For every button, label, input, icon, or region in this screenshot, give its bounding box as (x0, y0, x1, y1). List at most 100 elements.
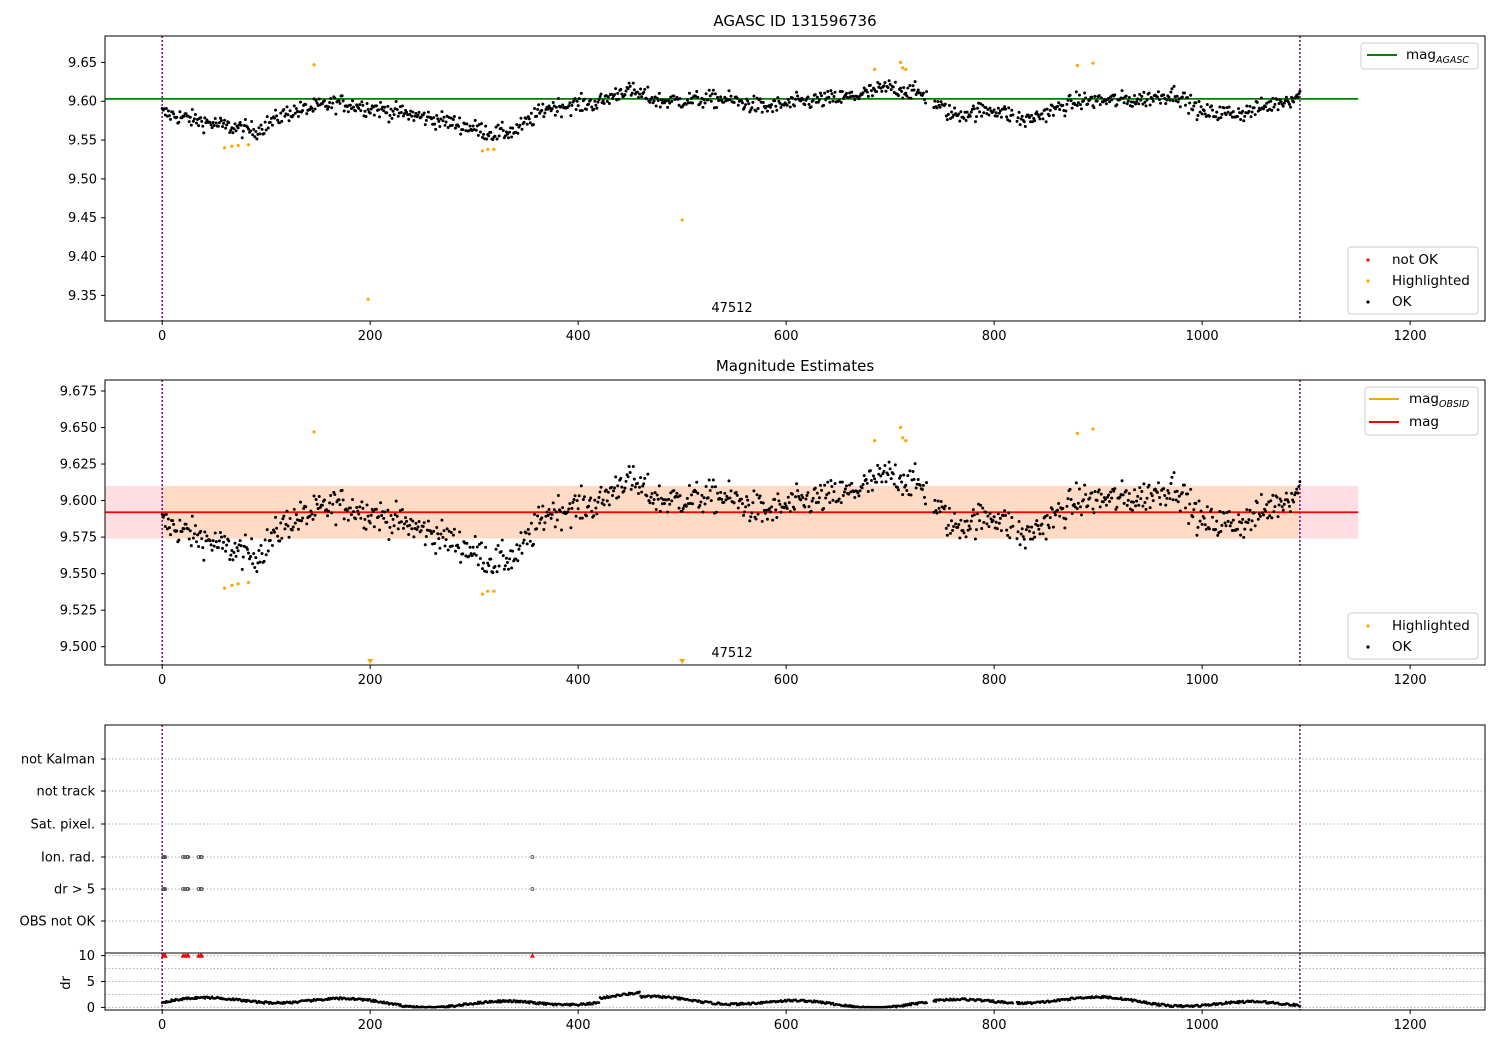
p1-ok-point (1026, 113, 1030, 117)
p2-ok-point (1029, 537, 1033, 541)
p1-ok-point (265, 115, 269, 119)
p2-ok-point (1229, 521, 1233, 525)
p2-ok-point (651, 501, 655, 505)
p2-ok-point (404, 516, 408, 520)
p1-ok-point (188, 115, 192, 119)
p1-ok-point (401, 114, 405, 118)
p2-ok-point (702, 496, 706, 500)
p2-ok-point (787, 501, 791, 505)
p2-ok-point (468, 545, 472, 549)
p2-xtick-label: 600 (774, 673, 799, 688)
dr-point (831, 1001, 835, 1005)
p2-ok-point (922, 495, 926, 499)
p2-ok-point (1192, 508, 1196, 512)
p2-ok-point (710, 485, 714, 489)
p1-ok-point (570, 103, 574, 107)
p1-ok-point (982, 111, 986, 115)
p2-ok-point (934, 509, 938, 513)
p2-ok-point (479, 541, 483, 545)
p1-ok-point (774, 104, 778, 108)
p2-ok-point (426, 519, 430, 523)
p2-ok-point (253, 566, 257, 570)
flag-row-label: not track (36, 785, 95, 800)
p1-ok-point (465, 122, 469, 126)
p2-ok-point (1080, 513, 1084, 517)
p2-ok-point (969, 519, 973, 523)
p1-ok-point (639, 87, 643, 91)
p1-ok-point (1022, 120, 1026, 124)
p2-ok-point (1195, 533, 1199, 537)
p2-ok-point (579, 484, 583, 488)
p1-ok-point (262, 132, 266, 136)
p1-ok-point (1237, 107, 1241, 111)
p1-ok-point (909, 96, 913, 100)
p2-xtick-label: 400 (566, 673, 591, 688)
p1-ok-point (1296, 95, 1300, 99)
p2-ok-point (352, 510, 356, 514)
p1-ok-point (1155, 95, 1159, 99)
p1-ok-point (191, 119, 195, 123)
p2-ok-point (777, 499, 781, 503)
p2-ok-point (1171, 498, 1175, 502)
p2-ok-point (1098, 505, 1102, 509)
p1-ok-point (193, 113, 197, 117)
p2-ok-point (501, 554, 505, 558)
p1-highlighted-point (901, 66, 905, 70)
p1-ok-point (1084, 96, 1088, 100)
p2-ok-point (935, 511, 939, 515)
p2-ok-point (1175, 489, 1179, 493)
p2-ok-point (648, 501, 652, 505)
p2-ok-point (437, 537, 441, 541)
p1-ok-point (883, 81, 887, 85)
p1-ok-point (1258, 108, 1262, 112)
p2-ok-point (765, 517, 769, 521)
p2-ok-point (169, 533, 173, 537)
p2-ok-point (1194, 501, 1198, 505)
p2-ok-point (574, 514, 578, 518)
p2-ok-point (796, 489, 800, 493)
p2-ok-point (662, 502, 666, 505)
p2-ok-point (895, 485, 899, 489)
p2-ok-point (1259, 492, 1263, 496)
p2-ok-point (806, 491, 810, 495)
p2-ok-point (1228, 524, 1232, 528)
p1-ok-point (828, 100, 832, 104)
p1-ok-point (1281, 104, 1285, 108)
p1-ok-point (1056, 104, 1060, 108)
p2-ok-point (293, 521, 297, 525)
p1-ok-point (561, 103, 565, 107)
p2-ok-point (598, 490, 602, 494)
panel1-title: AGASC ID 131596736 (713, 12, 876, 30)
p1-ok-point (913, 80, 917, 84)
p2-ok-point (341, 498, 345, 502)
p2-ok-point (768, 507, 772, 511)
p1-ok-point (396, 114, 400, 118)
p2-ok-point (254, 556, 258, 560)
p2-ok-point (361, 506, 365, 510)
dr-point (591, 1002, 595, 1006)
p2-ok-point (575, 499, 579, 503)
p1-ok-point (1064, 109, 1068, 113)
p2-ok-point (412, 535, 416, 539)
p1-ok-point (589, 98, 593, 102)
p2-ok-point (629, 487, 633, 491)
p2-ok-point (790, 492, 794, 496)
p2-ok-point (232, 550, 236, 554)
p1-ok-point (379, 100, 383, 104)
p2-ok-point (1030, 525, 1034, 529)
p2-ok-point (639, 476, 643, 480)
p2-ok-point (580, 516, 584, 520)
p2-ok-point (337, 498, 341, 502)
p2-ok-point (305, 522, 309, 526)
p2-ok-point (560, 528, 564, 532)
p2-ok-point (1135, 499, 1139, 503)
p2-ok-point (594, 506, 598, 510)
p2-ok-point (1101, 500, 1105, 504)
p2-ok-point (1056, 508, 1060, 512)
p1-ok-point (1023, 124, 1027, 128)
p1-ok-point (769, 105, 773, 109)
p2-ok-point (442, 529, 446, 533)
p2-ok-point (946, 523, 950, 527)
p2-out-of-range-marker (367, 659, 374, 664)
